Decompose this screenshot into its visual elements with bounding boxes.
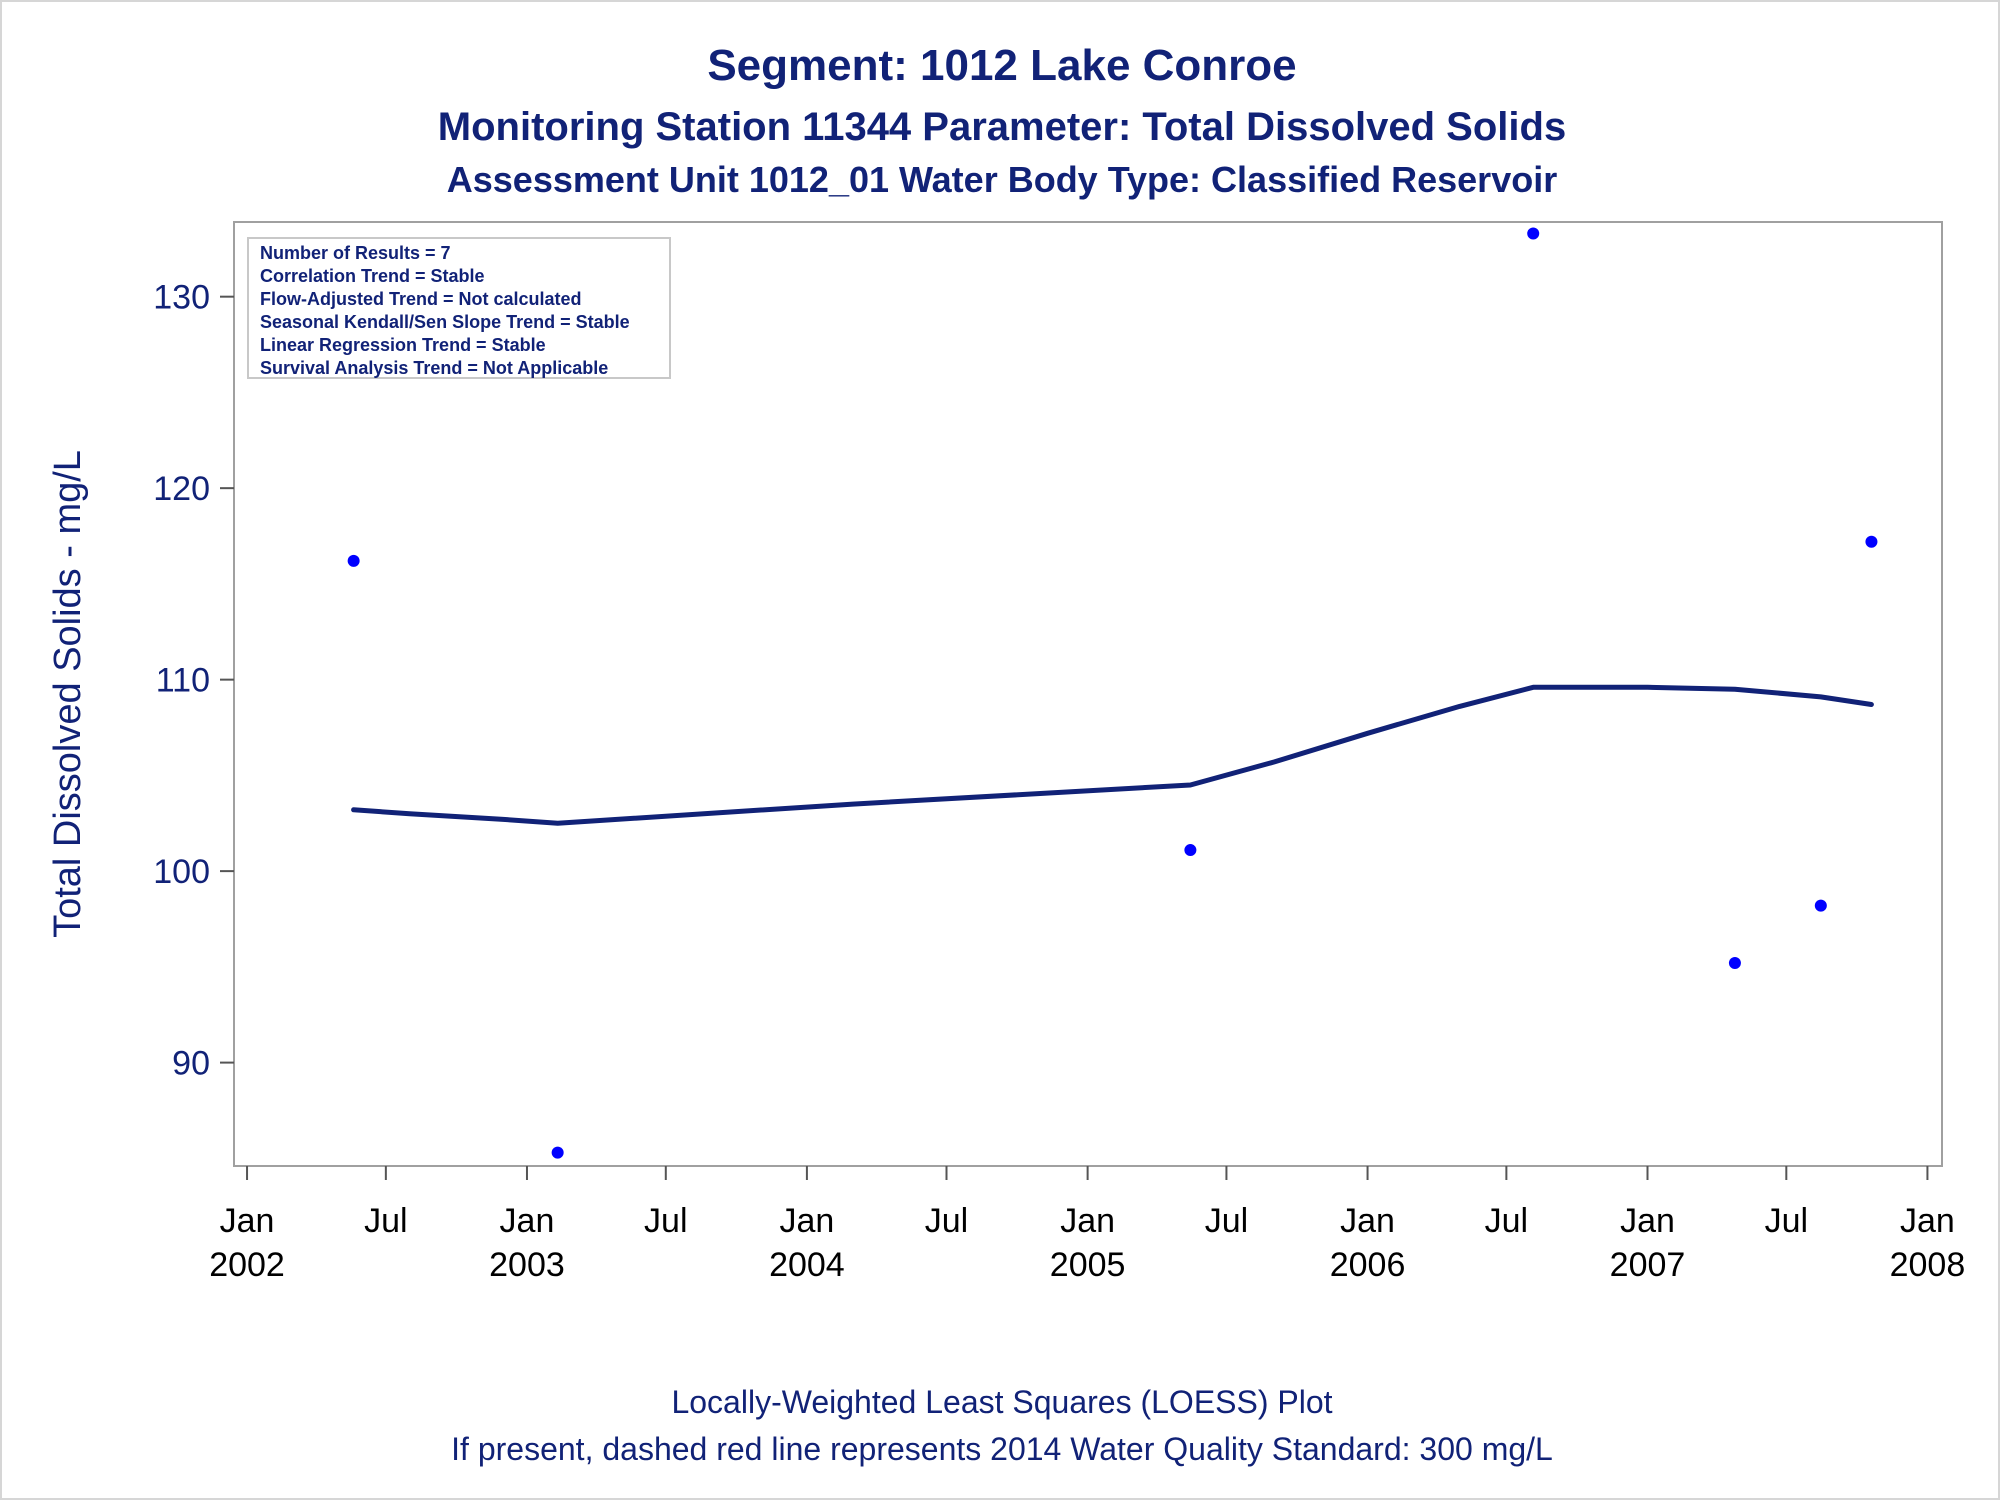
chart-title: Segment: 1012 Lake Conroe (707, 41, 1296, 90)
data-point (1728, 957, 1741, 970)
x-tick-month-label: Jan (220, 1202, 275, 1240)
x-tick-month-label: Jul (644, 1202, 687, 1240)
y-tick-label: 110 (156, 662, 210, 700)
y-tick-label: 90 (172, 1045, 210, 1083)
x-axis: Jan 2002 Jul Jan 2003 Jul Jan 2004 Jul Jan 2005 Jul… (209, 1166, 1965, 1284)
trend-summary-line: Linear Regression Trend = Stable (260, 335, 546, 355)
trend-summary-line: Flow-Adjusted Trend = Not calculated (260, 289, 582, 309)
x-tick-month-label: Jan (1900, 1202, 1955, 1240)
data-point (347, 554, 360, 567)
x-tick-year-label: 2002 (209, 1246, 285, 1284)
data-point (1865, 535, 1878, 548)
loess-line-series (351, 684, 1874, 826)
trend-summary-border (247, 237, 671, 379)
chart-subtitle-assessment: Assessment Unit 1012_01 Water Body Type:… (447, 159, 1557, 200)
x-tick-month-label: Jul (925, 1202, 968, 1240)
x-tick-month-label: Jul (1485, 1202, 1528, 1240)
x-tick-year-label: 2008 (1890, 1246, 1966, 1284)
x-tick-month-label: Jan (500, 1202, 555, 1240)
x-tick-month-label: Jan (1620, 1202, 1675, 1240)
chart-subtitle-station: Monitoring Station 11344 Parameter: Tota… (438, 105, 1566, 149)
x-tick-month-label: Jan (779, 1202, 834, 1240)
trend-summary-line: Correlation Trend = Stable (260, 266, 485, 286)
x-tick-month-label: Jan (1340, 1202, 1395, 1240)
x-tick-month-label: Jul (1765, 1202, 1808, 1240)
trend-summary-line: Seasonal Kendall/Sen Slope Trend = Stabl… (260, 312, 630, 332)
y-tick-label: 120 (153, 470, 210, 508)
y-axis: 90 100 110 120 130 (153, 279, 234, 1083)
y-tick-label: 100 (153, 853, 210, 891)
x-tick-month-label: Jul (1205, 1202, 1248, 1240)
x-tick-year-label: 2005 (1050, 1246, 1126, 1284)
footnote-standard: If present, dashed red line represents 2… (451, 1431, 1553, 1467)
x-tick-year-label: 2007 (1610, 1246, 1686, 1284)
data-point (551, 1146, 564, 1159)
y-axis-label: Total Dissolved Solids - mg/L (47, 450, 89, 938)
x-tick-year-label: 2006 (1330, 1246, 1406, 1284)
x-tick-month-label: Jul (364, 1202, 407, 1240)
trend-summary-line: Number of Results = 7 (260, 243, 451, 263)
data-point (1527, 227, 1540, 240)
data-point (1184, 844, 1197, 857)
x-tick-year-label: 2004 (769, 1246, 845, 1284)
trend-summary-box: Number of Results = 7 Correlation Trend =… (247, 237, 671, 379)
x-tick-month-label: Jan (1060, 1202, 1115, 1240)
x-tick-year-label: 2003 (489, 1246, 565, 1284)
footnote-loess: Locally-Weighted Least Squares (LOESS) P… (671, 1384, 1332, 1420)
data-point (1814, 899, 1827, 912)
trend-summary-line: Survival Analysis Trend = Not Applicable (260, 358, 608, 378)
observation-points-series (347, 227, 1878, 1159)
loess-line (351, 684, 1874, 826)
y-tick-label: 130 (153, 279, 210, 317)
